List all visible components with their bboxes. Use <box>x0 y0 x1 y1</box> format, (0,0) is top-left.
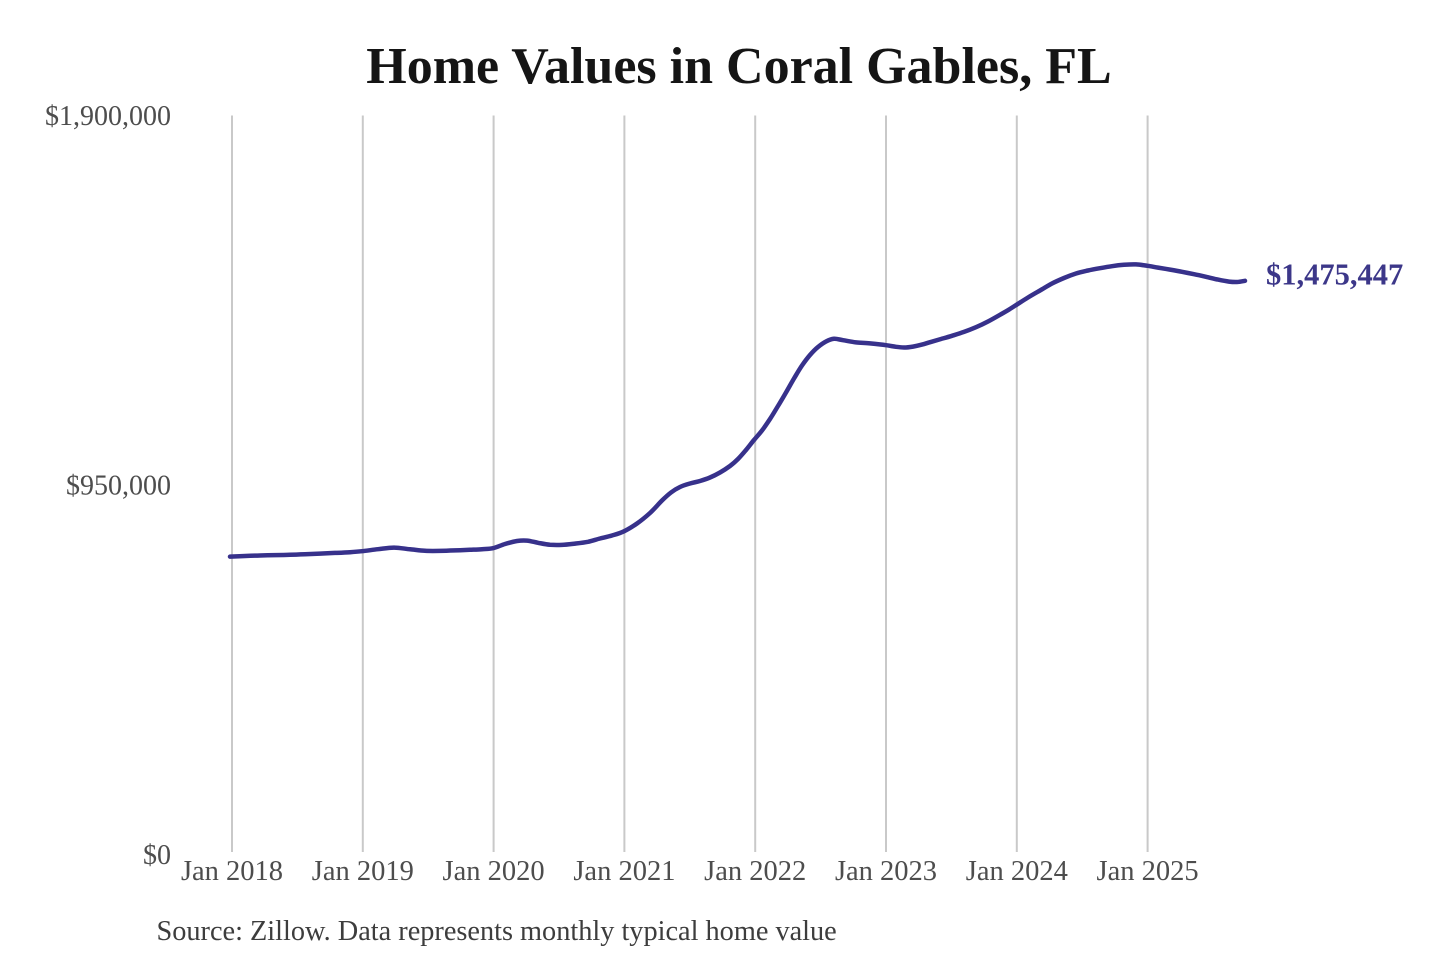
svg-text:$950,000: $950,000 <box>66 470 171 501</box>
svg-text:Jan 2019: Jan 2019 <box>312 856 414 887</box>
svg-text:Jan 2020: Jan 2020 <box>443 856 545 887</box>
svg-text:Jan 2023: Jan 2023 <box>835 856 937 887</box>
svg-text:Jan 2022: Jan 2022 <box>704 856 806 887</box>
svg-text:Jan 2018: Jan 2018 <box>181 856 283 887</box>
svg-text:$0: $0 <box>143 840 171 871</box>
svg-text:Jan 2025: Jan 2025 <box>1097 856 1199 887</box>
svg-text:$1,475,447: $1,475,447 <box>1266 258 1403 292</box>
svg-text:Jan 2024: Jan 2024 <box>966 856 1068 887</box>
svg-text:Source: Zillow. Data represent: Source: Zillow. Data represents monthly … <box>157 916 837 947</box>
svg-text:Home Values in Coral Gables, F: Home Values in Coral Gables, FL <box>366 38 1111 95</box>
svg-text:Jan 2021: Jan 2021 <box>573 856 675 887</box>
svg-text:$1,900,000: $1,900,000 <box>45 101 171 132</box>
